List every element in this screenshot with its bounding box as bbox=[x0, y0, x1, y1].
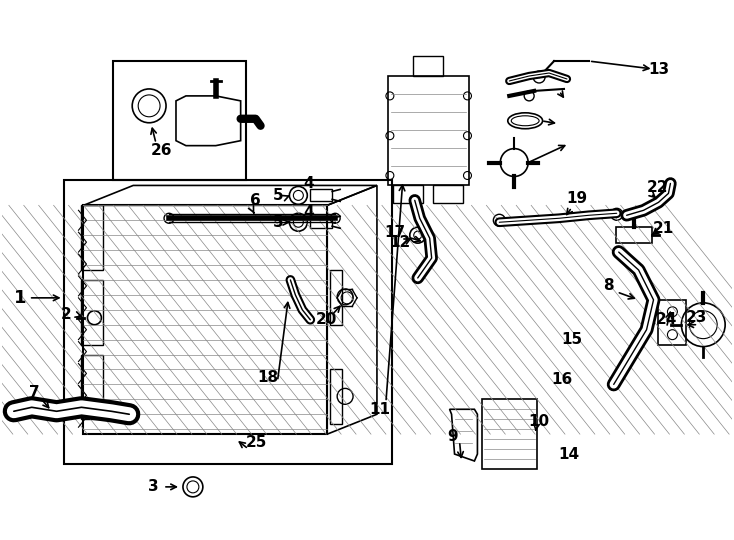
Text: 19: 19 bbox=[567, 191, 587, 206]
Text: 6: 6 bbox=[250, 193, 261, 208]
Bar bbox=[616, 227, 652, 243]
Text: 12: 12 bbox=[389, 235, 410, 249]
Text: 1: 1 bbox=[13, 289, 26, 307]
Text: 4: 4 bbox=[303, 205, 313, 220]
Bar bbox=[482, 400, 537, 469]
Text: 7: 7 bbox=[29, 385, 40, 400]
Text: 5: 5 bbox=[273, 215, 284, 230]
Text: 22: 22 bbox=[647, 180, 668, 195]
Text: 3: 3 bbox=[148, 480, 159, 495]
Text: 11: 11 bbox=[369, 402, 390, 417]
Text: 4: 4 bbox=[303, 176, 313, 191]
Bar bbox=[388, 76, 470, 185]
Bar bbox=[393, 185, 423, 204]
Text: 8: 8 bbox=[603, 279, 614, 293]
Bar bbox=[310, 217, 333, 228]
Bar bbox=[658, 300, 686, 345]
Text: 10: 10 bbox=[528, 414, 550, 429]
Text: 23: 23 bbox=[686, 310, 707, 325]
Text: 21: 21 bbox=[653, 221, 674, 236]
Text: 17: 17 bbox=[385, 225, 405, 240]
Text: 9: 9 bbox=[447, 429, 458, 444]
Text: 20: 20 bbox=[316, 312, 337, 327]
Text: 26: 26 bbox=[150, 143, 172, 158]
Bar bbox=[310, 190, 333, 201]
Text: 25: 25 bbox=[246, 435, 267, 450]
Text: 15: 15 bbox=[562, 332, 583, 347]
Bar bbox=[330, 270, 342, 325]
Text: 2: 2 bbox=[61, 307, 72, 322]
Text: 13: 13 bbox=[648, 62, 669, 77]
Text: 14: 14 bbox=[559, 447, 580, 462]
Bar bbox=[113, 61, 246, 180]
Bar bbox=[330, 369, 342, 424]
Text: 5: 5 bbox=[273, 188, 284, 203]
Text: 24: 24 bbox=[655, 312, 677, 327]
Bar bbox=[432, 185, 462, 204]
Text: 16: 16 bbox=[551, 372, 573, 387]
Text: 18: 18 bbox=[257, 370, 278, 385]
